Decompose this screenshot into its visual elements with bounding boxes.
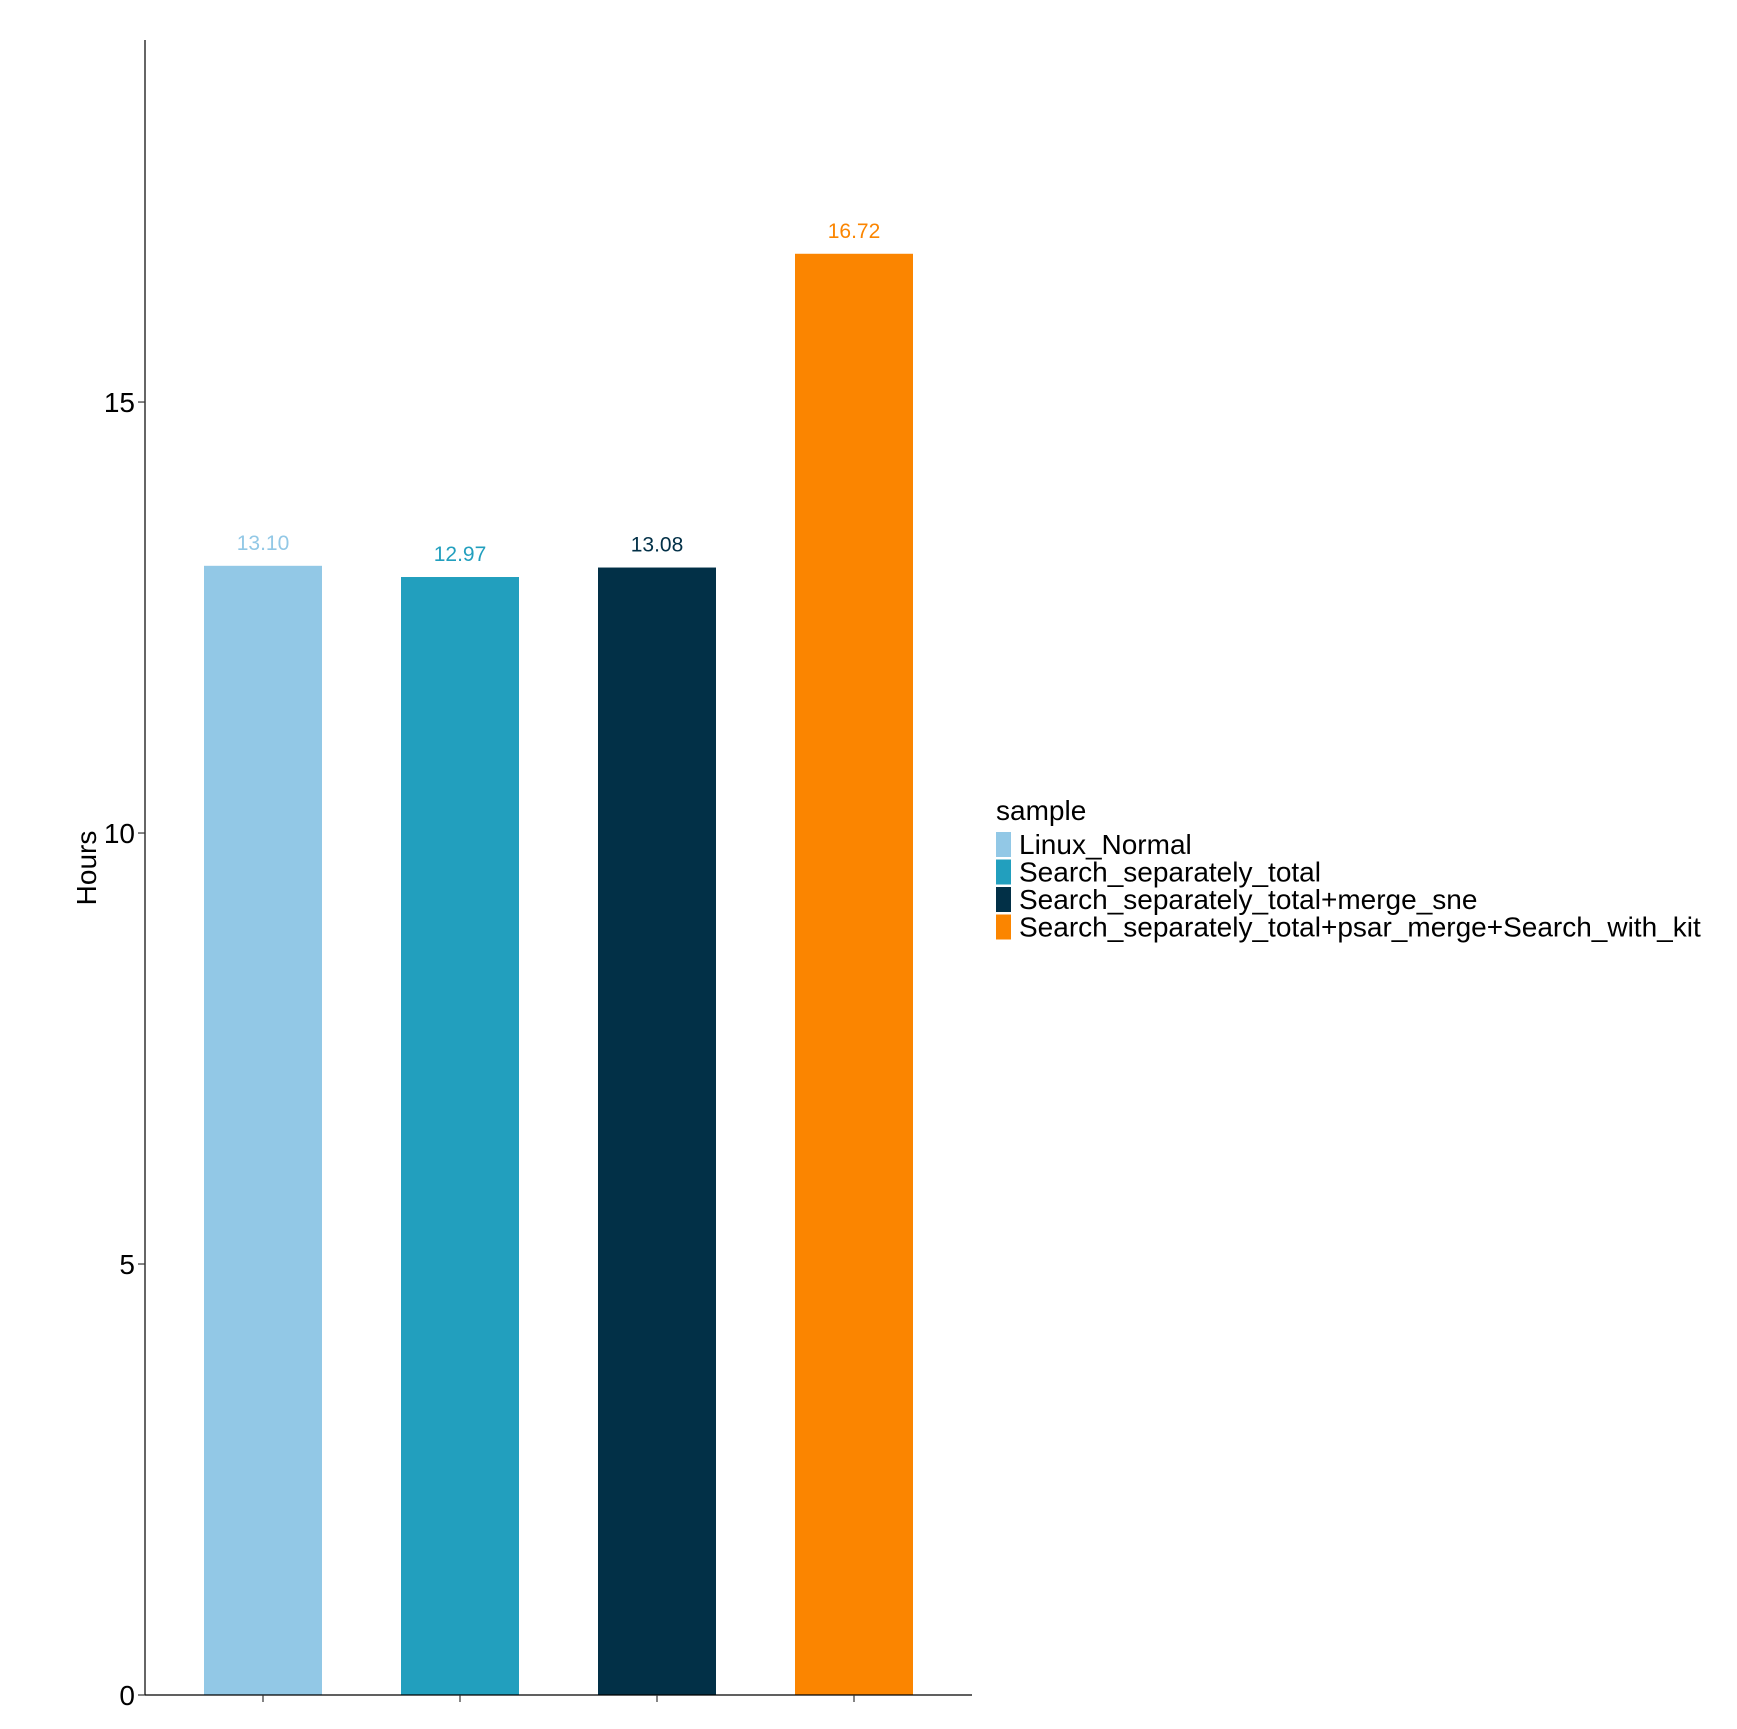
legend-swatch-1: [996, 832, 1011, 857]
legend-swatch-2: [996, 859, 1011, 885]
y-axis-title: Hours: [71, 831, 102, 906]
bar-1: [204, 565, 322, 1695]
legend-entries: Linux_NormalSearch_separately_totalSearc…: [996, 829, 1701, 943]
legend-label-4: Search_separately_total+psar_merge+Searc…: [1019, 912, 1701, 943]
data-label-3: 13.08: [631, 534, 684, 557]
bar-4: [795, 253, 913, 1695]
bars: [204, 253, 913, 1696]
data-label-4: 16.72: [828, 220, 881, 243]
legend-swatch-4: [996, 914, 1011, 940]
data-labels: 13.10 12.97 13.08 16.72: [237, 220, 881, 566]
y-tick-label-0: 0: [119, 1680, 135, 1711]
y-tick-label-15: 15: [104, 387, 135, 418]
legend-title: sample: [996, 795, 1086, 826]
legend-label-3: Search_separately_total+merge_sne: [1019, 884, 1477, 915]
legend-label-1: Linux_Normal: [1019, 829, 1192, 860]
legend: sample Linux_NormalSearch_separately_tot…: [996, 795, 1701, 943]
bar-3: [598, 567, 716, 1695]
legend-label-2: Search_separately_total: [1019, 857, 1321, 888]
x-ticks: [262, 1695, 855, 1702]
y-tick-label-10: 10: [104, 818, 135, 849]
y-ticks: 0 5 10 15: [104, 387, 145, 1711]
data-label-2: 12.97: [434, 543, 487, 566]
y-tick-label-5: 5: [119, 1249, 135, 1280]
data-label-1: 13.10: [237, 532, 290, 555]
axes: [144, 40, 972, 1696]
legend-swatch-3: [996, 887, 1011, 912]
bar-2: [401, 577, 519, 1696]
